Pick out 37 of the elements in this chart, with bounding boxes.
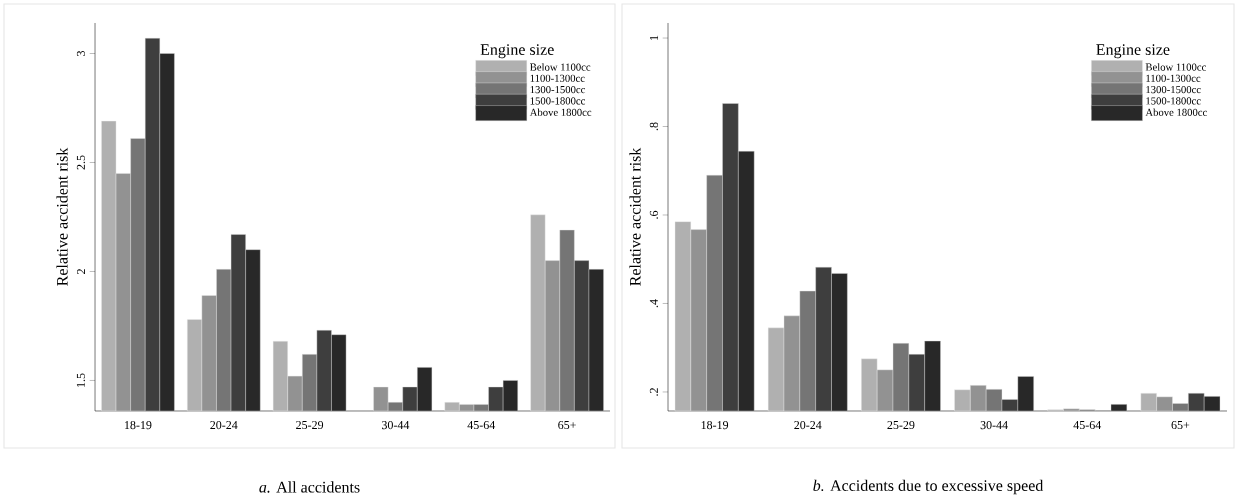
legend-label: 1300-1500cc [530,85,586,94]
y-axis-title: Relative accident risk [56,147,68,286]
legend-label: 1500-1800cc [530,97,586,105]
text: a. All accidents [259,481,360,493]
y-tick-label: .8 [649,122,658,131]
y-tick-label: .4 [649,299,658,308]
legend-label: 1100-1300cc [1146,74,1201,82]
y-tick-label: 2.5 [76,155,85,170]
legend-label: 1300-1500cc [1146,85,1201,94]
legend-label: 1100-1300cc [530,74,585,82]
x-tick-label: 45-64 [467,421,496,430]
y-tick-label: 2 [77,269,85,274]
x-tick-label: 20-24 [794,421,822,430]
x-tick-label: 30-44 [381,421,410,430]
x-tick-label: 20-24 [210,421,238,430]
legend-label: Above 1800cc [1145,108,1207,116]
x-tick-label: 18-19 [124,421,152,430]
y-axis-title: Relative accident risk [629,147,641,286]
y-tick-label: .2 [649,388,658,396]
x-tick-label: 25-29 [296,421,324,430]
legend-label: Below 1100cc [530,63,591,71]
x-tick-label: 25-29 [887,421,915,430]
y-tick-label: 1.5 [76,373,85,387]
y-tick-label: .6 [649,210,658,219]
x-tick-label: 30-44 [980,421,1008,430]
y-tick-label: 3 [76,50,85,56]
text: b. Accidents due to excessive speed [813,479,1044,495]
legend-title: Engine size [1096,44,1170,59]
legend-label: Below 1100cc [1145,63,1206,71]
x-tick-label: 65+ [558,421,576,430]
y-tick-label: 1 [650,35,658,40]
legend-label: 1500-1800cc [1146,97,1201,105]
x-tick-label: 18-19 [701,421,729,430]
legend-title: Engine size [480,44,554,59]
x-tick-label: 45-64 [1073,421,1102,430]
legend-label: Above 1800cc [529,108,592,116]
x-tick-label: 65+ [1171,421,1190,430]
